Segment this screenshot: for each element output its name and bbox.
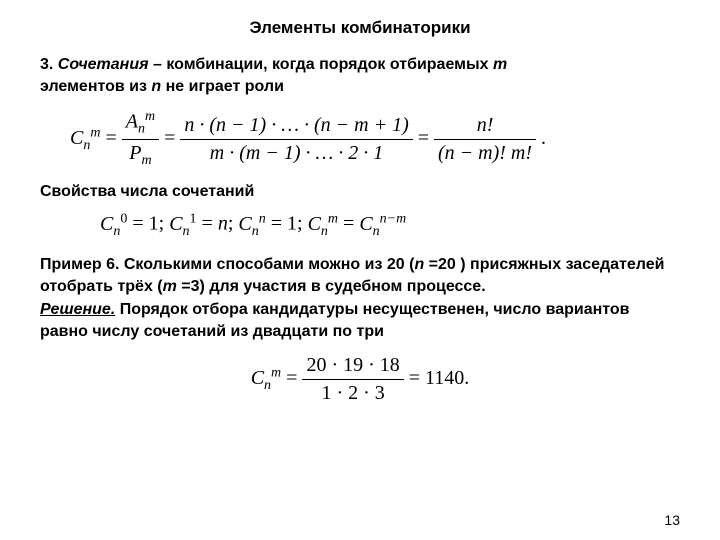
frac-expanded: n · (n − 1) · … · (n − m + 1) m · (m − 1… (180, 114, 412, 165)
page-number: 13 (664, 512, 680, 528)
page-title: Элементы комбинаторики (40, 18, 680, 38)
solution-label: Решение. (40, 301, 115, 318)
formula-combinations: Cnm = Anm Pm = n · (n − 1) · … · (n − m … (70, 109, 680, 170)
var-m: m (493, 56, 507, 73)
solution-text: Порядок отбора кандидатуры несущественен… (40, 301, 630, 340)
frac-result: 20 · 19 · 18 1 · 2 · 3 (302, 354, 403, 405)
frac-factorial: n! (n − m)! m! (434, 114, 536, 165)
formula-lhs: Cnm (70, 127, 100, 149)
formula-properties: Cn0 = 1; Cn1 = n; Cnn = 1; Cnm = Cnn−m (100, 211, 680, 240)
properties-heading: Свойства числа сочетаний (40, 183, 680, 201)
section-def2: элементов из (40, 78, 151, 95)
frac-A-over-P: Anm Pm (122, 109, 159, 170)
example-text1: Сколькими способами можно из 20 ( (119, 256, 414, 273)
example-block: Пример 6. Сколькими способами можно из 2… (40, 254, 680, 344)
formula-result: Cnm = 20 · 19 · 18 1 · 2 · 3 = 1140. (40, 354, 680, 405)
section-intro: 3. Сочетания – комбинации, когда порядок… (40, 54, 680, 99)
section-def3: не играет роли (161, 78, 284, 95)
example-label: Пример 6. (40, 256, 119, 273)
section-def1: комбинации, когда порядок отбираемых (166, 56, 493, 73)
section-dash: – (149, 56, 167, 73)
example-var-m: m (163, 278, 177, 295)
example-m-val: =3) для участия в судебном процессе. (177, 278, 486, 295)
var-n: n (151, 78, 161, 95)
section-term: Сочетания (58, 56, 149, 73)
example-var-n: n (414, 256, 424, 273)
section-number: 3. (40, 56, 53, 73)
